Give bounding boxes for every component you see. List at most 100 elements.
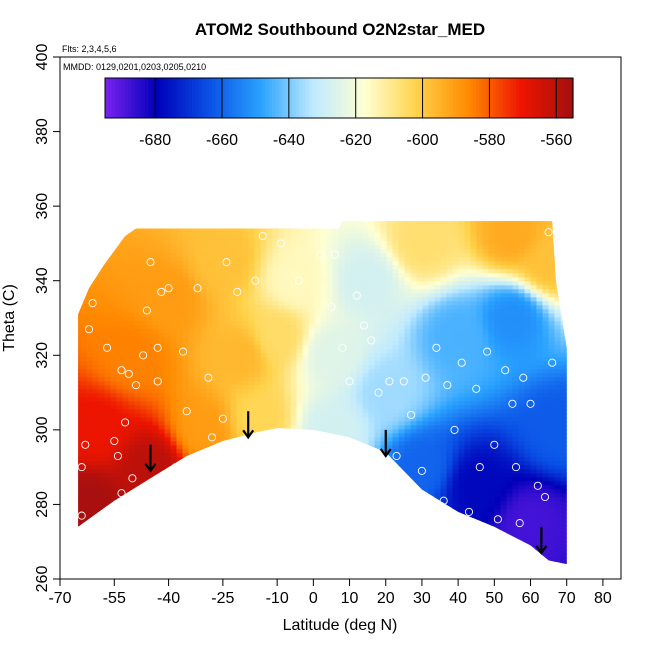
field-cell	[368, 333, 376, 338]
field-cell	[92, 497, 100, 502]
field-cell	[230, 433, 238, 438]
field-cell	[296, 397, 304, 402]
field-cell	[320, 273, 328, 278]
field-cell	[308, 361, 316, 366]
field-cell	[92, 341, 100, 346]
field-cell	[374, 441, 382, 446]
field-cell	[146, 405, 154, 410]
field-cell	[92, 345, 100, 350]
field-cell	[92, 401, 100, 406]
field-cell	[404, 253, 412, 258]
field-cell	[188, 233, 196, 238]
field-cell	[332, 365, 340, 370]
field-cell	[350, 357, 358, 362]
field-cell	[182, 305, 190, 310]
field-cell	[380, 389, 388, 394]
field-cell	[290, 229, 298, 234]
field-cell	[404, 365, 412, 370]
field-cell	[320, 265, 328, 270]
field-cell	[116, 245, 124, 250]
field-cell	[218, 241, 226, 246]
field-cell	[404, 273, 412, 278]
field-cell	[404, 245, 412, 250]
field-cell	[224, 305, 232, 310]
field-cell	[116, 361, 124, 366]
field-cell	[128, 233, 136, 238]
field-cell	[320, 301, 328, 306]
field-cell	[164, 333, 172, 338]
field-cell	[200, 397, 208, 402]
field-cell	[224, 433, 232, 438]
field-cell	[392, 405, 400, 410]
field-cell	[170, 289, 178, 294]
field-cell	[200, 277, 208, 282]
field-cell	[320, 377, 328, 382]
field-cell	[260, 309, 268, 314]
field-cell	[260, 401, 268, 406]
field-cell	[302, 277, 310, 282]
field-cell	[248, 337, 256, 342]
field-cell	[296, 321, 304, 326]
field-cell	[338, 405, 346, 410]
field-cell	[200, 445, 208, 450]
field-cell	[128, 289, 136, 294]
field-cell	[260, 321, 268, 326]
field-cell	[350, 321, 358, 326]
field-cell	[266, 361, 274, 366]
field-cell	[98, 353, 106, 358]
field-cell	[380, 445, 388, 450]
field-cell	[266, 285, 274, 290]
field-cell	[278, 281, 286, 286]
field-cell	[272, 289, 280, 294]
field-cell	[362, 429, 370, 434]
field-cell	[176, 321, 184, 326]
field-cell	[104, 381, 112, 386]
field-cell	[218, 357, 226, 362]
field-cell	[338, 253, 346, 258]
field-cell	[92, 441, 100, 446]
field-cell	[176, 317, 184, 322]
field-cell	[128, 313, 136, 318]
field-cell	[308, 305, 316, 310]
field-cell	[368, 401, 376, 406]
field-cell	[92, 505, 100, 510]
field-cell	[224, 345, 232, 350]
field-cell	[236, 401, 244, 406]
field-cell	[362, 321, 370, 326]
field-cell	[356, 329, 364, 334]
field-cell	[356, 361, 364, 366]
field-cell	[122, 457, 130, 462]
field-cell	[350, 425, 358, 430]
field-cell	[236, 357, 244, 362]
field-cell	[176, 333, 184, 338]
field-cell	[266, 333, 274, 338]
field-cell	[200, 421, 208, 426]
field-cell	[158, 433, 166, 438]
field-cell	[176, 245, 184, 250]
field-cell	[206, 345, 214, 350]
field-cell	[230, 385, 238, 390]
field-cell	[176, 445, 184, 450]
field-cell	[194, 253, 202, 258]
field-cell	[92, 461, 100, 466]
field-cell	[344, 349, 352, 354]
field-cell	[350, 353, 358, 358]
field-cell	[194, 257, 202, 262]
field-cell	[224, 249, 232, 254]
field-cell	[158, 421, 166, 426]
field-cell	[218, 313, 226, 318]
field-cell	[290, 381, 298, 386]
field-cell	[362, 337, 370, 342]
field-cell	[320, 421, 328, 426]
field-cell	[254, 365, 262, 370]
field-cell	[392, 305, 400, 310]
field-cell	[362, 369, 370, 374]
field-cell	[266, 245, 274, 250]
field-cell	[404, 453, 412, 458]
field-cell	[338, 277, 346, 282]
field-cell	[272, 381, 280, 386]
field-cell	[92, 413, 100, 418]
field-cell	[248, 249, 256, 254]
field-cell	[344, 309, 352, 314]
field-cell	[78, 517, 82, 522]
